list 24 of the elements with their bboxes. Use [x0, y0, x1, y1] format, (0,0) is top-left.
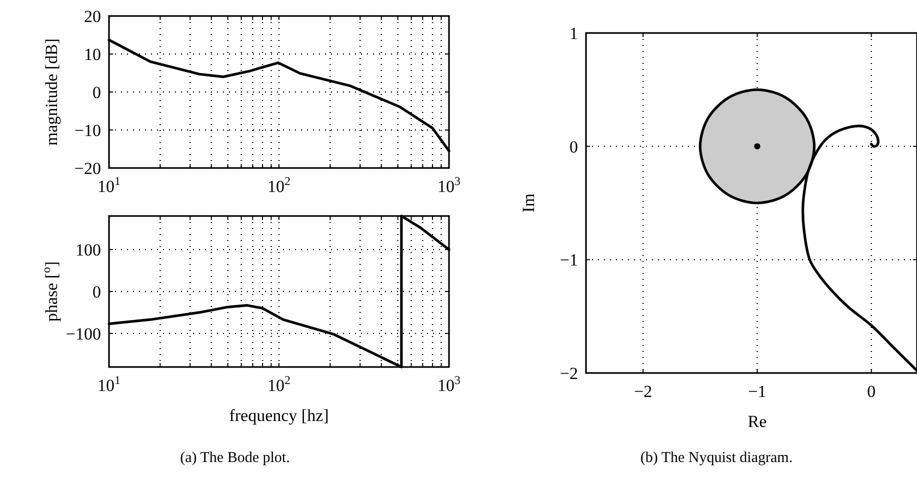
y-tick-label: 10: [84, 44, 101, 64]
x-tick-label: 0: [867, 382, 876, 401]
y-tick-label: 20: [84, 6, 101, 26]
x-axis-title: frequency [hz]: [229, 406, 329, 425]
y-tick-label: −100: [66, 324, 101, 344]
x-axis-title: Re: [748, 412, 767, 431]
text: (a) The Bode plot.: [180, 450, 290, 466]
y-tick-label: 0: [570, 137, 578, 156]
x-tick-label: 10$^{2}$: [268, 174, 291, 196]
y-tick-label: 1: [570, 24, 578, 43]
y-tick-label: 0: [92, 282, 101, 302]
y-tick-label: 0: [92, 82, 101, 102]
x-tick-label: −2: [634, 382, 652, 401]
y-tick-label: −1: [560, 250, 578, 270]
y-axis-title: magnitude [dB]: [42, 38, 61, 146]
x-tick-label: 10$^{1}$: [98, 373, 121, 395]
x-tick-label: 10$^{2}$: [268, 373, 291, 395]
y-tick-label: 100: [76, 240, 101, 260]
x-tick-label: −1: [748, 382, 766, 401]
y-tick-label: −10: [74, 120, 101, 140]
x-tick-label: 10$^{3}$: [438, 174, 461, 196]
text: (b) The Nyquist diagram.: [640, 450, 793, 466]
x-tick-label: 10$^{3}$: [438, 373, 461, 395]
y-axis-title: Im: [519, 194, 538, 212]
